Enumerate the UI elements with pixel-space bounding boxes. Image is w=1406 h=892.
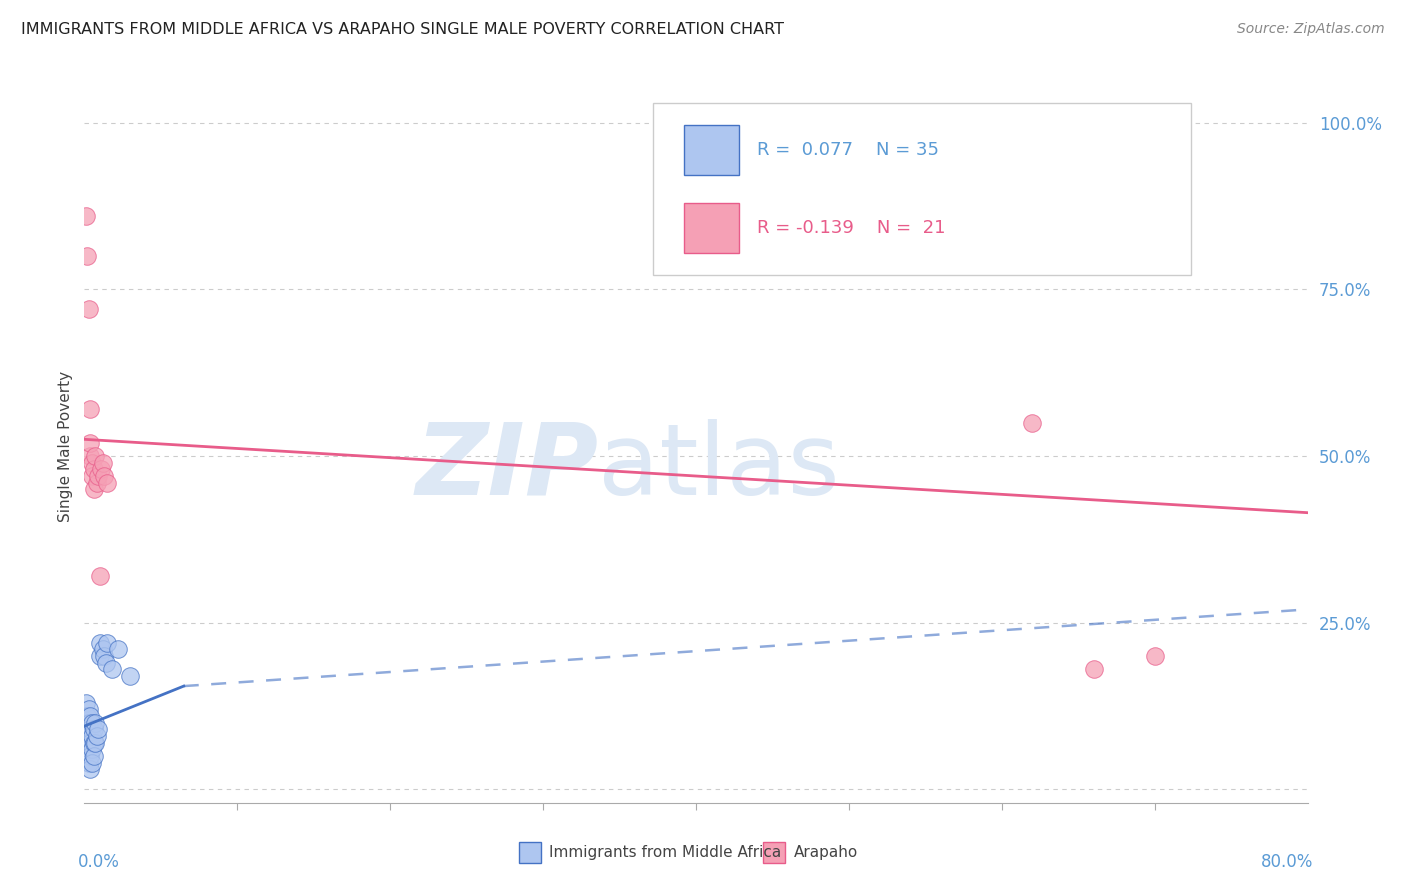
Text: ZIP: ZIP — [415, 419, 598, 516]
Point — [80, 456, 103, 470]
Point — [79, 736, 101, 750]
FancyBboxPatch shape — [683, 203, 738, 253]
Text: IMMIGRANTS FROM MIDDLE AFRICA VS ARAPAHO SINGLE MALE POVERTY CORRELATION CHART: IMMIGRANTS FROM MIDDLE AFRICA VS ARAPAHO… — [21, 22, 785, 37]
FancyBboxPatch shape — [654, 103, 1191, 275]
Point — [83, 723, 105, 737]
Point — [93, 469, 115, 483]
Point — [94, 656, 117, 670]
Point — [91, 642, 114, 657]
Point — [83, 749, 105, 764]
Point — [76, 723, 98, 737]
Text: R =  0.077    N = 35: R = 0.077 N = 35 — [756, 141, 939, 159]
Point — [80, 469, 103, 483]
Point — [76, 709, 98, 723]
Text: 80.0%: 80.0% — [1261, 853, 1313, 871]
Point — [89, 569, 111, 583]
Point — [79, 723, 101, 737]
Text: Source: ZipAtlas.com: Source: ZipAtlas.com — [1237, 22, 1385, 37]
Point — [101, 662, 124, 676]
Point — [83, 462, 105, 476]
Point — [79, 749, 101, 764]
Point — [75, 696, 97, 710]
Point — [76, 736, 98, 750]
Point — [76, 249, 98, 263]
Point — [77, 756, 100, 770]
Point — [79, 449, 101, 463]
Point — [77, 702, 100, 716]
FancyBboxPatch shape — [763, 842, 786, 863]
Point — [1143, 649, 1166, 664]
Point — [75, 715, 97, 730]
Point — [96, 475, 118, 490]
Point — [91, 456, 114, 470]
Point — [87, 723, 110, 737]
Point — [79, 435, 101, 450]
Point — [79, 763, 101, 777]
Point — [77, 742, 100, 756]
Point — [1083, 662, 1105, 676]
Point — [96, 636, 118, 650]
Point — [89, 649, 111, 664]
Point — [80, 742, 103, 756]
Text: atlas: atlas — [598, 419, 839, 516]
Point — [75, 209, 97, 223]
Point — [77, 729, 100, 743]
Point — [90, 462, 112, 476]
Point — [77, 302, 100, 317]
Point — [89, 636, 111, 650]
FancyBboxPatch shape — [683, 125, 738, 175]
Y-axis label: Single Male Poverty: Single Male Poverty — [58, 370, 73, 522]
Text: Arapaho: Arapaho — [794, 846, 858, 860]
Point — [93, 649, 115, 664]
Point — [87, 469, 110, 483]
Point — [83, 736, 105, 750]
Point — [84, 715, 107, 730]
Point — [120, 669, 142, 683]
FancyBboxPatch shape — [519, 842, 541, 863]
Point — [86, 475, 108, 490]
Point — [79, 402, 101, 417]
Text: Immigrants from Middle Africa: Immigrants from Middle Africa — [550, 846, 782, 860]
Point — [80, 729, 103, 743]
Point — [77, 715, 100, 730]
Point — [84, 736, 107, 750]
Text: 0.0%: 0.0% — [79, 853, 120, 871]
Point — [107, 642, 129, 657]
Point — [80, 715, 103, 730]
Point — [80, 756, 103, 770]
Text: R = -0.139    N =  21: R = -0.139 N = 21 — [756, 219, 946, 237]
Point — [84, 449, 107, 463]
Point — [83, 483, 105, 497]
Point — [1021, 416, 1043, 430]
Point — [79, 709, 101, 723]
Point — [86, 729, 108, 743]
